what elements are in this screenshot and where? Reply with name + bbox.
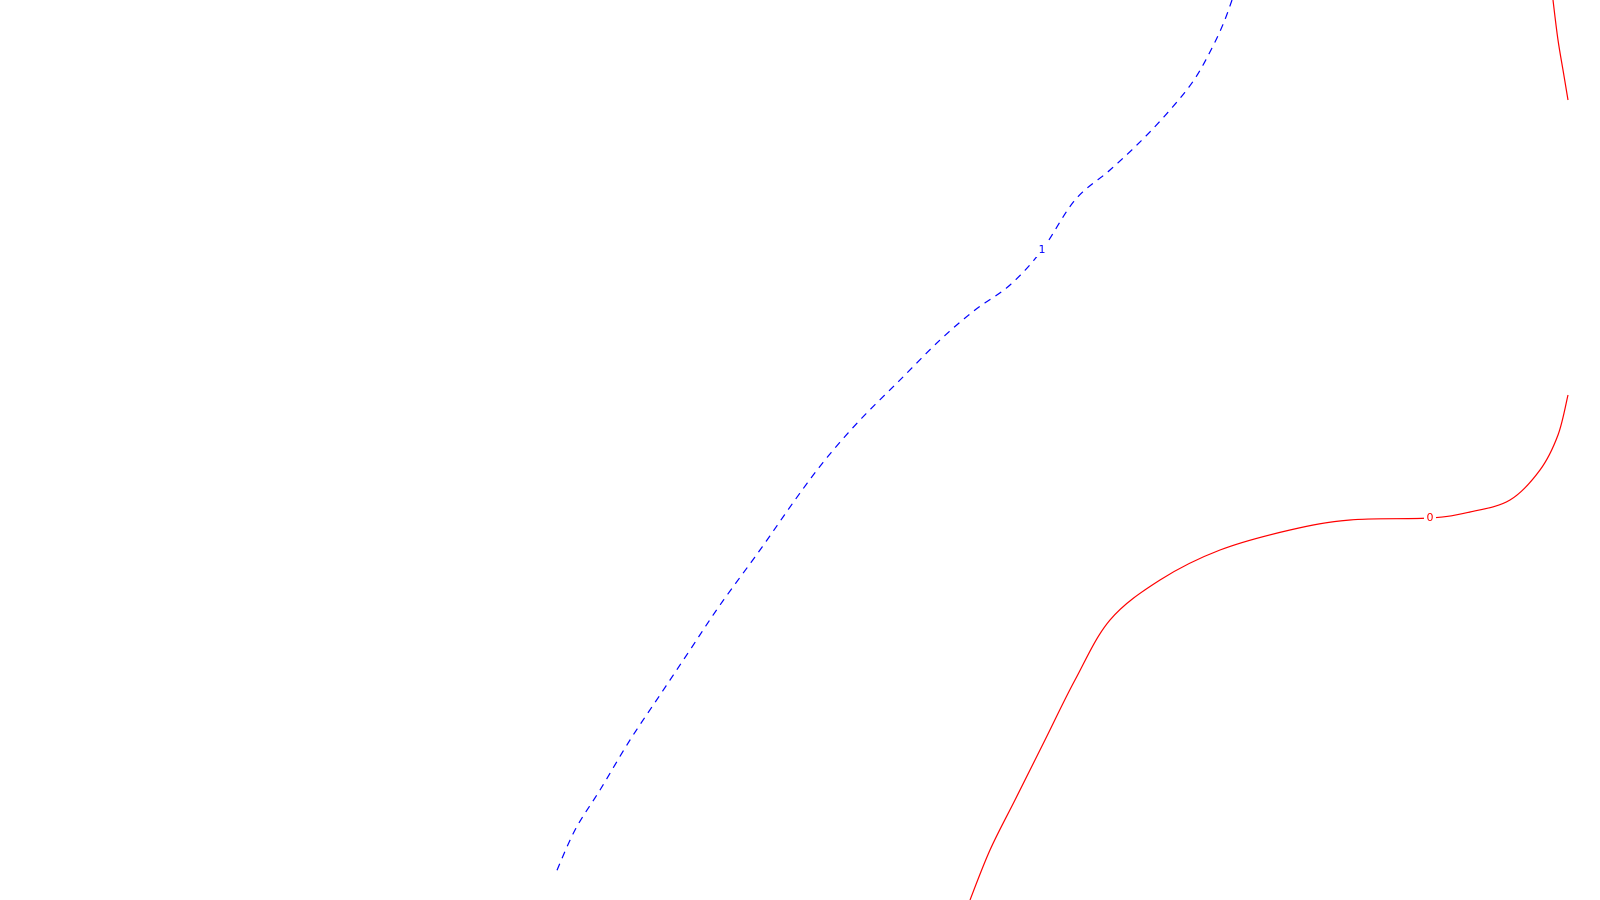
contour-level-label: 0 bbox=[1427, 511, 1434, 524]
contour-line-1 bbox=[554, 0, 1233, 876]
contour-label-background bbox=[1036, 243, 1048, 257]
contour-level-label: 1 bbox=[1039, 243, 1046, 256]
contour-label-background bbox=[1424, 511, 1436, 525]
contour-line-3 bbox=[1552, 0, 1569, 101]
contour-line-2 bbox=[969, 394, 1569, 900]
